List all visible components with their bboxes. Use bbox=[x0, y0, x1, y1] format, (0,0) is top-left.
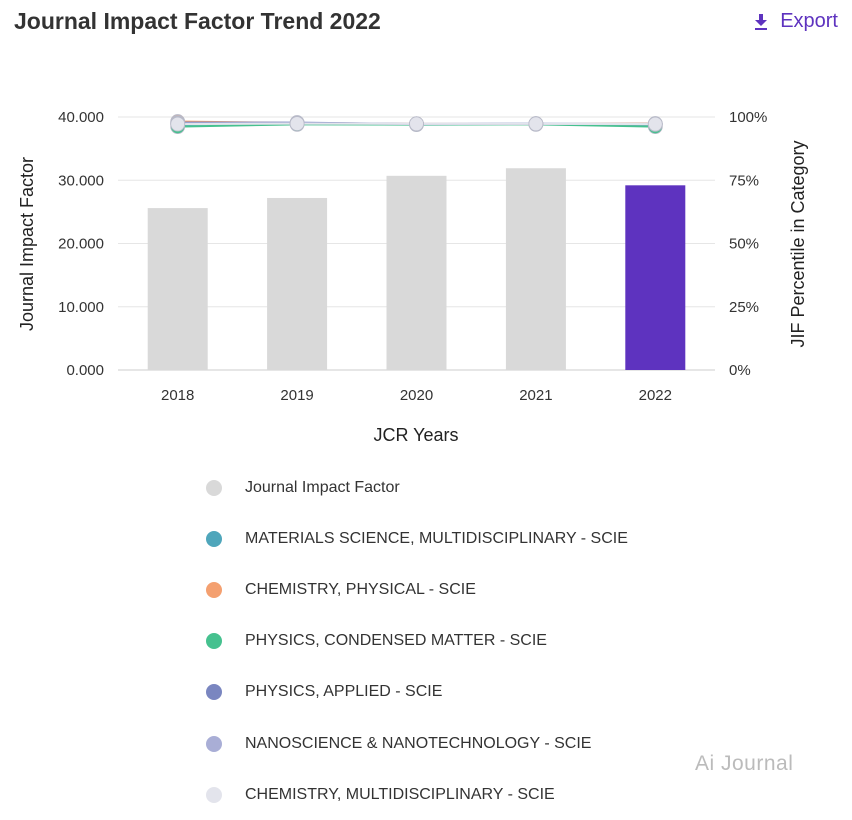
y-tick-label: 30.000 bbox=[58, 172, 104, 189]
watermark: Ai Journal bbox=[695, 752, 794, 775]
y-tick-label: 0.000 bbox=[66, 362, 104, 379]
bar-2018 bbox=[147, 208, 208, 370]
y-tick-label: 10.000 bbox=[58, 299, 104, 316]
legend-item[interactable]: NANOSCIENCE & NANOTECHNOLOGY - SCIE bbox=[206, 718, 628, 769]
legend-dot-icon bbox=[206, 735, 222, 752]
series-point-5 bbox=[409, 116, 424, 132]
x-tick-label: 2020 bbox=[400, 387, 433, 404]
legend-item[interactable]: PHYSICS, CONDENSED MATTER - SCIE bbox=[206, 616, 628, 667]
y2-tick-label: 25% bbox=[729, 299, 759, 316]
legend-dot-icon bbox=[206, 684, 222, 701]
export-button[interactable]: Export bbox=[754, 10, 838, 33]
legend-item[interactable]: PHYSICS, APPLIED - SCIE bbox=[206, 667, 628, 718]
y-axis-title: Journal Impact Factor bbox=[17, 157, 37, 331]
x-tick-label: 2021 bbox=[519, 387, 552, 404]
series-point-5 bbox=[647, 116, 663, 132]
x-axis-title: JCR Years bbox=[373, 425, 458, 445]
bar-2021 bbox=[505, 168, 566, 370]
y2-tick-label: 100% bbox=[729, 109, 767, 126]
legend-label: PHYSICS, CONDENSED MATTER - SCIE bbox=[245, 632, 547, 650]
bar-2020 bbox=[386, 175, 447, 370]
legend-item[interactable]: CHEMISTRY, MULTIDISCIPLINARY - SCIE bbox=[206, 769, 628, 820]
legend-dot-icon bbox=[206, 633, 222, 650]
x-tick-label: 2018 bbox=[161, 387, 194, 404]
series-point-5 bbox=[528, 116, 544, 132]
bar-2019 bbox=[267, 197, 328, 370]
legend-dot-icon bbox=[206, 786, 222, 803]
y2-tick-label: 50% bbox=[729, 236, 759, 253]
series-point-5 bbox=[170, 116, 186, 132]
y2-tick-label: 0% bbox=[729, 362, 751, 379]
download-icon bbox=[755, 13, 768, 30]
y2-axis-title: JIF Percentile in Category bbox=[788, 140, 808, 347]
legend-dot-icon bbox=[206, 479, 222, 496]
series-point-5 bbox=[289, 116, 305, 131]
chart: 0.000 10.000 20.000 30.000 40.000 0% 25% 50% 75%… bbox=[17, 109, 808, 445]
x-tick-label: 2022 bbox=[639, 387, 672, 404]
legend-label: MATERIALS SCIENCE, MULTIDISCIPLINARY - S… bbox=[245, 529, 628, 547]
legend-label: NANOSCIENCE & NANOTECHNOLOGY - SCIE bbox=[245, 734, 592, 752]
legend-item[interactable]: MATERIALS SCIENCE, MULTIDISCIPLINARY - S… bbox=[206, 513, 628, 564]
legend-label: CHEMISTRY, MULTIDISCIPLINARY - SCIE bbox=[245, 785, 555, 803]
legend: Journal Impact Factor MATERIALS SCIENCE, … bbox=[206, 462, 628, 820]
legend-dot-icon bbox=[206, 530, 222, 547]
bar-2022 bbox=[625, 185, 686, 370]
legend-item[interactable]: CHEMISTRY, PHYSICAL - SCIE bbox=[206, 564, 628, 615]
y-tick-label: 40.000 bbox=[58, 109, 104, 126]
legend-item[interactable]: Journal Impact Factor bbox=[206, 462, 628, 513]
legend-label: CHEMISTRY, PHYSICAL - SCIE bbox=[245, 580, 476, 598]
x-tick-label: 2019 bbox=[280, 387, 313, 404]
legend-label: PHYSICS, APPLIED - SCIE bbox=[245, 683, 443, 701]
page-title: Journal Impact Factor Trend 2022 bbox=[14, 8, 381, 34]
legend-dot-icon bbox=[206, 581, 222, 598]
y2-tick-label: 75% bbox=[729, 172, 759, 189]
legend-label: Journal Impact Factor bbox=[245, 478, 400, 496]
y-tick-label: 20.000 bbox=[58, 236, 104, 253]
export-label: Export bbox=[780, 10, 838, 32]
